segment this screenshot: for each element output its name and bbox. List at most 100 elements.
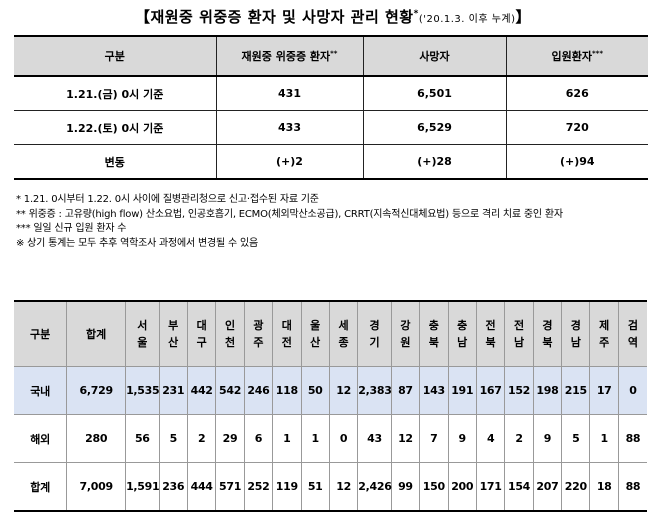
region-cell: 171 — [475, 462, 506, 511]
region-cell: 150 — [419, 462, 449, 511]
summary-cell-critical: 431 — [215, 75, 364, 111]
region-cell: 280 — [66, 414, 127, 463]
summary-header-critical: 재원중 위중증 환자** — [215, 35, 364, 77]
summary-cell-admitted: 626 — [505, 75, 648, 111]
region-cell: 236 — [158, 462, 188, 511]
summary-cell-deaths: 6,529 — [362, 110, 507, 145]
region-header-cell: 대구 — [186, 301, 217, 367]
region-row: 합계 7,009 1,591 236 444 571 252 119 51 12 2,426 99 15… — [14, 462, 647, 511]
footnote: ※ 상기 통계는 모두 추후 역학조사 과정에서 변경될 수 있음 — [16, 237, 258, 249]
region-cell: 12 — [328, 366, 359, 415]
region-cell: 152 — [504, 366, 534, 415]
summary-cell-critical: 433 — [215, 110, 364, 145]
region-row: 국내 6,729 1,535 231 442 542 246 118 50 12 2,383 87 14… — [14, 366, 647, 415]
summary-cell-admitted: (+)94 — [505, 144, 648, 180]
summary-cell-admitted: 720 — [505, 110, 648, 145]
title-subtitle: ('20.1.3. 이후 누계) — [418, 14, 516, 25]
region-cell: 2,383 — [357, 366, 392, 415]
region-cell: 215 — [561, 366, 591, 415]
region-header-cell: 경기 — [357, 301, 392, 367]
region-cell: 12 — [328, 462, 359, 511]
region-cell: 99 — [390, 462, 421, 511]
region-cell: 143 — [419, 366, 449, 415]
region-row-label: 합계 — [14, 462, 68, 511]
summary-cell-critical: (+)2 — [215, 144, 364, 180]
region-cell: 119 — [272, 462, 302, 511]
region-cell: 9 — [447, 414, 477, 463]
title-mark: * — [413, 9, 419, 19]
region-header-cell: 전북 — [475, 301, 506, 367]
region-cell: 1 — [300, 414, 330, 463]
region-cell: 4 — [475, 414, 506, 463]
region-header-cell: 충북 — [419, 301, 449, 367]
footnote: ** 위중증 : 고유량(high flow) 산소요법, 인공호흡기, ECM… — [16, 208, 563, 220]
region-cell: 444 — [186, 462, 217, 511]
region-cell: 200 — [447, 462, 477, 511]
summary-row-label: 변동 — [14, 144, 217, 180]
region-cell: 2 — [186, 414, 217, 463]
region-header-cell: 울산 — [300, 301, 330, 367]
region-cell: 6,729 — [66, 366, 127, 415]
region-header-cell: 경북 — [532, 301, 563, 367]
region-header-cell: 서울 — [125, 301, 160, 367]
region-cell: 191 — [447, 366, 477, 415]
region-cell: 18 — [589, 462, 619, 511]
region-cell: 542 — [215, 366, 245, 415]
region-cell: 43 — [357, 414, 392, 463]
region-header-row: 구분 합계 서울 부산 대구 인천 광주 대전 울산 세종 경기 강원 충북 충남 전북 전남 경북 경남 제주 검역 — [14, 301, 647, 367]
region-cell: 7,009 — [66, 462, 127, 511]
region-table: 구분 합계 서울 부산 대구 인천 광주 대전 울산 세종 경기 강원 충북 충남 전북 전남 경북 경남 제주 검역… — [14, 300, 647, 512]
region-cell: 207 — [532, 462, 563, 511]
region-cell: 5 — [561, 414, 591, 463]
region-cell: 252 — [243, 462, 274, 511]
region-cell: 118 — [272, 366, 302, 415]
region-cell: 571 — [215, 462, 245, 511]
region-header-cell: 구분 — [14, 301, 68, 367]
region-cell: 0 — [617, 366, 647, 415]
region-cell: 2 — [504, 414, 534, 463]
summary-header-row: 구분 재원중 위중증 환자** 사망자 입원환자*** — [14, 35, 648, 77]
region-cell: 231 — [158, 366, 188, 415]
region-header-cell: 세종 — [328, 301, 359, 367]
page-title: 【재원중 위중증 환자 및 사망자 관리 현황*('20.1.3. 이후 누계)… — [0, 6, 666, 27]
summary-row: 변동 (+)2 (+)28 (+)94 — [14, 144, 648, 180]
title-close: 】 — [515, 8, 532, 26]
region-cell: 442 — [186, 366, 217, 415]
summary-cell-deaths: (+)28 — [362, 144, 507, 180]
region-row-label: 해외 — [14, 414, 68, 463]
region-cell: 7 — [419, 414, 449, 463]
region-cell: 17 — [589, 366, 619, 415]
region-header-cell: 강원 — [390, 301, 421, 367]
summary-row-label: 1.21.(금) 0시 기준 — [14, 75, 217, 111]
title-main: 【재원중 위중증 환자 및 사망자 관리 현황 — [134, 8, 414, 26]
region-cell: 1,535 — [125, 366, 160, 415]
summary-cell-deaths: 6,501 — [362, 75, 507, 111]
region-cell: 87 — [390, 366, 421, 415]
region-cell: 2,426 — [357, 462, 392, 511]
region-cell: 6 — [243, 414, 274, 463]
summary-table: 구분 재원중 위중증 환자** 사망자 입원환자*** 1.21.(금) 0시 … — [14, 35, 648, 180]
region-header-cell: 충남 — [447, 301, 477, 367]
summary-row-label: 1.22.(토) 0시 기준 — [14, 110, 217, 145]
region-header-cell: 제주 — [589, 301, 619, 367]
footnote: * 1.21. 0시부터 1.22. 0시 사이에 질병관리청으로 신고·접수된… — [16, 194, 319, 205]
region-header-cell: 부산 — [158, 301, 188, 367]
summary-header-category: 구분 — [14, 35, 217, 77]
footnotes: * 1.21. 0시부터 1.22. 0시 사이에 질병관리청으로 신고·접수된… — [16, 193, 563, 251]
summary-header-admitted: 입원환자*** — [505, 35, 648, 77]
region-cell: 12 — [390, 414, 421, 463]
region-header-cell: 전남 — [504, 301, 534, 367]
region-cell: 154 — [504, 462, 534, 511]
region-cell: 51 — [300, 462, 330, 511]
region-header-cell: 검역 — [617, 301, 647, 367]
region-header-cell: 인천 — [215, 301, 245, 367]
region-cell: 167 — [475, 366, 506, 415]
region-cell: 1 — [589, 414, 619, 463]
region-cell: 0 — [328, 414, 359, 463]
region-header-cell: 대전 — [272, 301, 302, 367]
summary-row: 1.21.(금) 0시 기준 431 6,501 626 — [14, 75, 648, 111]
region-header-cell: 경남 — [561, 301, 591, 367]
region-cell: 198 — [532, 366, 563, 415]
region-header-cell: 광주 — [243, 301, 274, 367]
footnote: *** 일일 신규 입원 환자 수 — [16, 223, 127, 234]
